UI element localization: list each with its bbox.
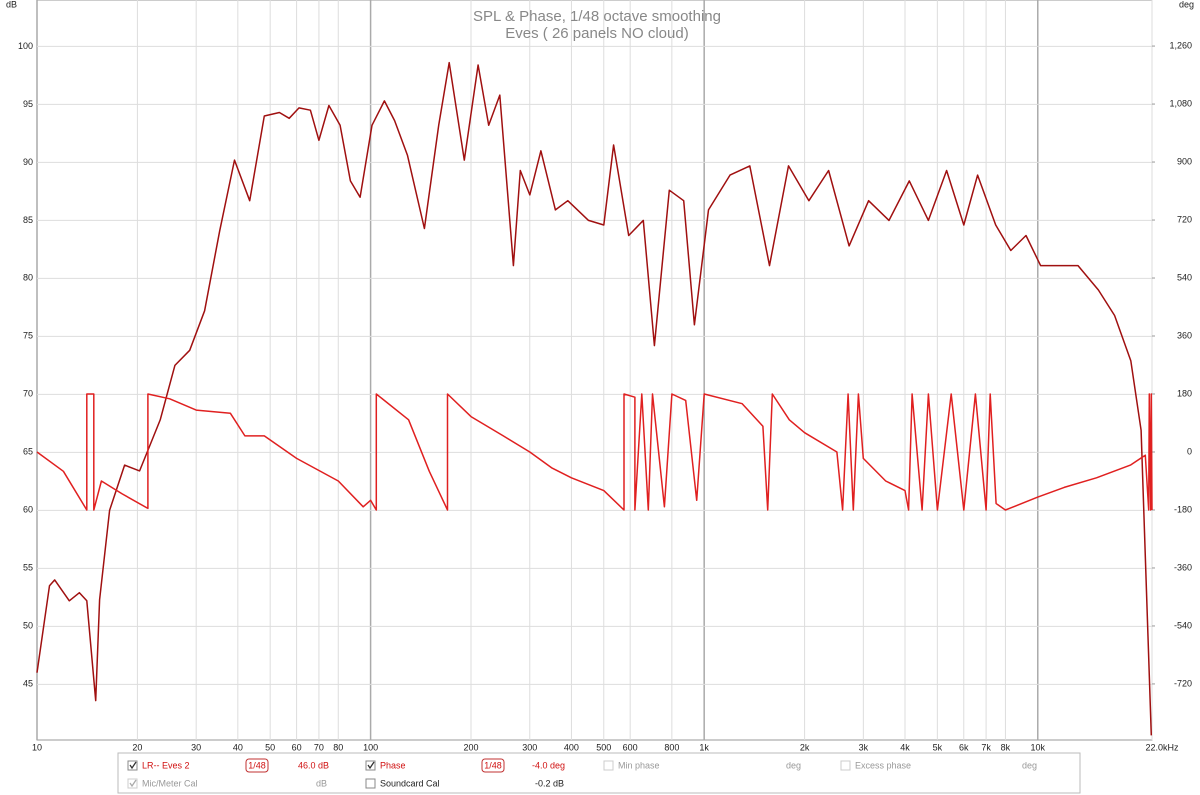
x-tick-label: 8k [1001,742,1011,752]
legend-panel: LR-- Eves 2 1/48 46.0 dB Phase 1/48 -4.0… [117,752,1081,794]
smoothing-button[interactable] [481,758,505,773]
grid: 10 20 30 40 50 60 70 80 100 200 300 400 500 600 800 1k 2… [18,0,1192,752]
x-tick-label: 2k [800,742,810,752]
legend-entry: Phase [380,760,406,770]
x-tick-label: 400 [564,742,579,752]
y-tick-label: 50 [23,621,33,631]
y2-tick-label: 900 [1177,156,1192,166]
x-tick-label: 22.0kHz [1145,742,1179,752]
option-unit: dB [316,778,327,788]
y-tick-label: 70 [23,389,33,399]
x-tick-label: 100 [363,742,378,752]
option-label: Min phase [618,760,660,770]
smoothing-label: 1/48 [248,760,266,770]
checkbox[interactable] [127,778,138,789]
x-tick-label: 800 [664,742,679,752]
plot [36,61,1153,736]
checkbox[interactable] [127,760,138,771]
check [367,761,375,770]
y2-tick-label: 180 [1177,388,1192,398]
y-axis-unit: dB [6,0,17,9]
y2-tick-label: 360 [1177,330,1192,340]
y2-tick-label: 720 [1177,214,1192,224]
option-unit: deg [786,760,801,770]
series-line [36,393,1153,511]
series-line [36,61,1153,736]
x-tick-label: 40 [233,742,243,752]
x-tick-label: 20 [132,742,142,752]
check [129,779,137,788]
chart-title: SPL & Phase, 1/48 octave smoothing [473,8,721,25]
y-tick-label: 45 [23,679,33,689]
y2-tick-label: 540 [1177,272,1192,282]
y2-tick-label: 1,260 [1169,40,1192,50]
y-tick-label: 90 [23,157,33,167]
y-tick-label: 55 [23,563,33,573]
check [129,761,137,770]
x-tick-label: 4k [900,742,910,752]
offset-value: 46.0 dB [298,760,329,770]
x-tick-label: 10k [1031,742,1046,752]
x-tick-label: 10 [32,742,42,752]
x-tick-label: 60 [292,742,302,752]
x-tick-label: 80 [333,742,343,752]
panel-frame [117,752,1081,794]
x-tick-label: 6k [959,742,969,752]
checkbox[interactable] [603,760,614,771]
y2-tick-label: -720 [1174,678,1192,688]
y2-tick-label: -180 [1174,504,1192,514]
y2-axis-unit: deg [1179,0,1194,9]
y2-tick-label: 0 [1187,446,1192,456]
x-tick-label: 200 [463,742,478,752]
x-tick-label: 5k [933,742,943,752]
x-tick-label: 7k [981,742,991,752]
option-value: -0.2 dB [535,778,564,788]
y-tick-label: 65 [23,447,33,457]
option-label: Excess phase [855,760,911,770]
option-label: Soundcard Cal [380,778,440,788]
legend-entry: LR-- Eves 2 [142,760,190,770]
smoothing-button[interactable] [245,758,269,773]
y2-tick-label: 1,080 [1169,98,1192,108]
x-tick-label: 500 [596,742,611,752]
option-unit: deg [1022,760,1037,770]
x-tick-label: 600 [623,742,638,752]
y-tick-label: 75 [23,331,33,341]
y2-tick-label: -360 [1174,562,1192,572]
y-tick-label: 80 [23,273,33,283]
checkbox[interactable] [365,760,376,771]
y2-tick-label: -540 [1174,620,1192,630]
option-label: Mic/Meter Cal [142,778,198,788]
y-tick-label: 60 [23,505,33,515]
x-tick-label: 300 [522,742,537,752]
x-tick-label: 30 [191,742,201,752]
offset-value: -4.0 deg [532,760,565,770]
y-tick-label: 85 [23,215,33,225]
x-tick-label: 50 [265,742,275,752]
checkbox[interactable] [840,760,851,771]
checkbox[interactable] [365,778,376,789]
x-tick-label: 3k [859,742,869,752]
y-tick-label: 100 [18,41,33,51]
smoothing-label: 1/48 [484,760,502,770]
x-tick-label: 70 [314,742,324,752]
chart-subtitle: Eves ( 26 panels NO cloud) [505,25,688,42]
y-tick-label: 95 [23,99,33,109]
x-tick-label: 1k [699,742,709,752]
